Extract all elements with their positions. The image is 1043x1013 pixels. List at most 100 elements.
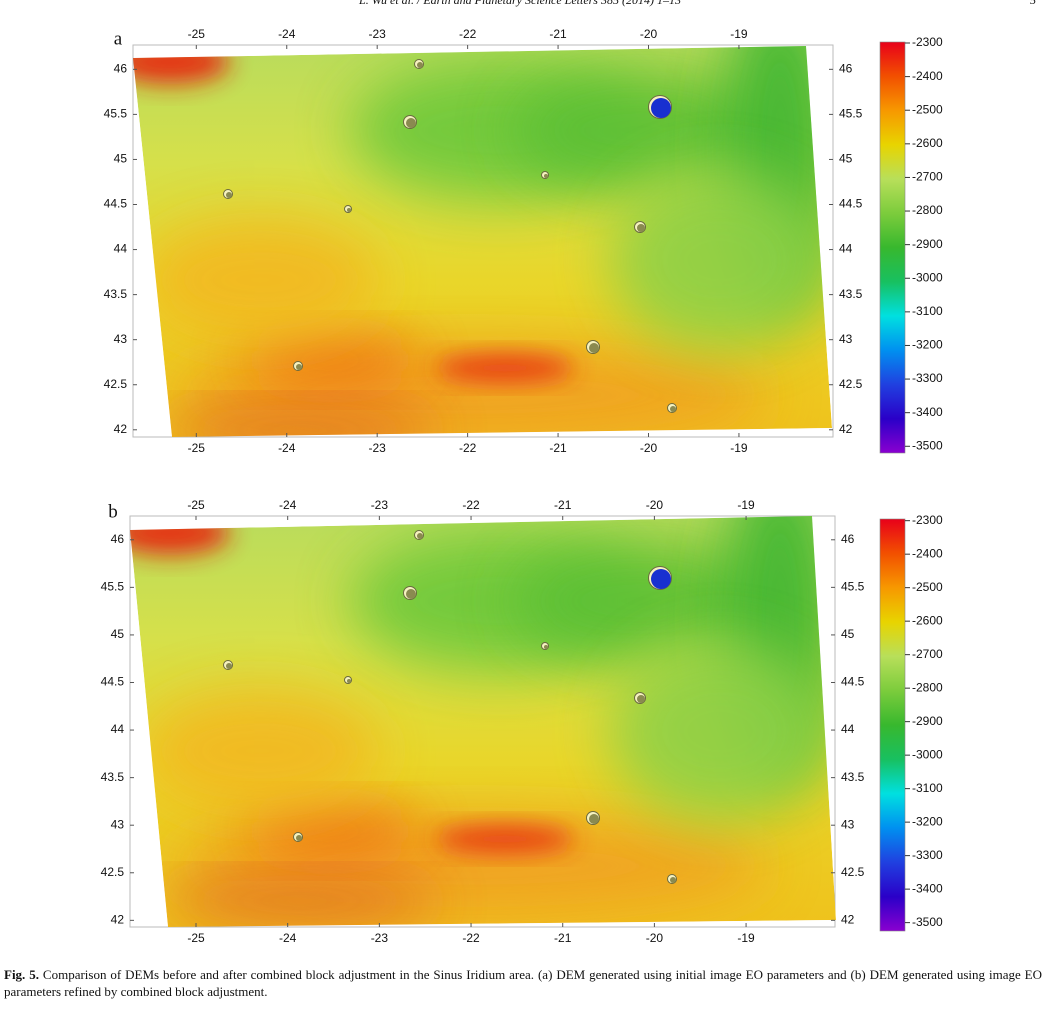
terrain-shade	[240, 335, 420, 385]
crater-floor	[296, 835, 302, 841]
colorbar-tick-label: -2800	[912, 203, 943, 217]
colorbar-tick-label: -2800	[912, 680, 943, 694]
y-tick-label: 42	[841, 913, 855, 927]
panel-label: b	[108, 501, 118, 522]
crater-floor	[670, 406, 676, 412]
terrain-shade	[133, 46, 230, 84]
crater-floor	[347, 208, 351, 212]
colorbar-tick-label: -2600	[912, 613, 943, 627]
colorbar-tick-label: -2400	[912, 69, 943, 83]
colorbar-tick-label: -3300	[912, 848, 943, 862]
y-tick-label: 45	[111, 627, 125, 641]
x-tick-label: -23	[369, 27, 387, 41]
x-tick-label: -21	[549, 27, 567, 41]
y-tick-label: 45	[114, 152, 128, 166]
y-tick-label: 44.5	[101, 675, 125, 689]
crater-floor	[544, 174, 548, 178]
y-tick-label: 43.5	[839, 287, 863, 301]
y-tick-label: 45	[841, 627, 855, 641]
colorbar	[879, 518, 906, 932]
y-tick-label: 45.5	[101, 580, 125, 594]
colorbar-tick-label: -2500	[912, 102, 943, 116]
terrain-shade	[160, 410, 440, 437]
plot-frame	[132, 44, 834, 438]
crater-floor	[637, 224, 645, 232]
colorbar-tick-label: -2900	[912, 714, 943, 728]
x-tick-label: -24	[279, 498, 297, 512]
y-tick-label: 44	[839, 242, 853, 256]
x-tick-label: -20	[646, 931, 664, 945]
colorbar	[879, 41, 906, 454]
y-tick-label: 42	[111, 913, 125, 927]
y-tick-label: 45	[839, 152, 853, 166]
y-tick-label: 46	[114, 62, 128, 76]
colorbar-tick-label: -3000	[912, 747, 943, 761]
plot-frame	[129, 515, 836, 928]
crater-floor	[226, 192, 232, 198]
crater-floor	[226, 663, 232, 669]
colorbar-tick-label: -3400	[912, 881, 943, 895]
y-tick-label: 43.5	[104, 287, 128, 301]
y-tick-label: 44.5	[841, 675, 865, 689]
x-tick-label: -22	[462, 931, 480, 945]
terrain-shade	[610, 641, 830, 821]
x-tick-label: -23	[369, 441, 387, 455]
y-tick-label: 43	[839, 332, 853, 346]
crater-floor	[651, 98, 671, 118]
crater-floor	[417, 533, 423, 539]
x-tick-label: -19	[730, 27, 748, 41]
x-tick-label: -20	[646, 498, 664, 512]
crater-floor	[406, 118, 416, 128]
y-tick-label: 42	[114, 422, 128, 436]
x-tick-label: -20	[640, 27, 658, 41]
figure-caption: Fig. 5. Comparison of DEMs before and af…	[4, 966, 1042, 1000]
x-tick-label: -21	[554, 931, 572, 945]
colorbar-tick-label: -3500	[912, 438, 943, 452]
x-tick-label: -19	[730, 441, 748, 455]
running-head: L. Wu et al. / Earth and Planetary Scien…	[358, 0, 681, 7]
x-tick-label: -21	[554, 498, 572, 512]
y-tick-label: 43.5	[841, 770, 865, 784]
crater-floor	[296, 364, 302, 370]
y-tick-label: 45.5	[104, 107, 128, 121]
colorbar-tick-label: -2900	[912, 237, 943, 251]
y-tick-label: 44.5	[839, 197, 863, 211]
x-tick-label: -22	[459, 441, 477, 455]
crater-floor	[651, 569, 671, 589]
x-tick-label: -24	[279, 931, 297, 945]
terrain-shade	[510, 541, 770, 661]
colorbar-tick-label: -2700	[912, 647, 943, 661]
crater-floor	[637, 695, 645, 703]
x-tick-label: -19	[737, 931, 755, 945]
dem-map	[133, 46, 832, 437]
y-tick-label: 44.5	[104, 197, 128, 211]
colorbar-tick-label: -2300	[912, 35, 943, 49]
x-tick-label: -19	[737, 498, 755, 512]
dem-map	[130, 516, 836, 927]
terrain-shade	[435, 825, 575, 853]
terrain-shade	[510, 70, 770, 190]
caption-text: Comparison of DEMs before and after comb…	[4, 967, 1042, 999]
x-tick-label: -23	[371, 931, 389, 945]
y-tick-label: 42.5	[841, 865, 865, 879]
x-tick-label: -25	[188, 441, 206, 455]
x-tick-label: -25	[187, 498, 205, 512]
y-tick-label: 42.5	[101, 865, 125, 879]
caption-label: Fig. 5.	[4, 967, 39, 982]
colorbar-tick-label: -3200	[912, 814, 943, 828]
colorbar-tick-label: -3400	[912, 405, 943, 419]
y-tick-label: 43	[114, 332, 128, 346]
x-tick-label: -22	[462, 498, 480, 512]
terrain-shade	[140, 691, 380, 811]
crater-floor	[670, 877, 676, 883]
y-tick-label: 46	[111, 532, 125, 546]
terrain-shade	[160, 881, 440, 921]
y-tick-label: 46	[839, 62, 853, 76]
y-tick-label: 44	[841, 722, 855, 736]
crater-floor	[544, 645, 548, 649]
y-tick-label: 43	[841, 817, 855, 831]
crater-floor	[589, 343, 599, 353]
colorbar-tick-label: -2500	[912, 580, 943, 594]
colorbar-tick-label: -2600	[912, 136, 943, 150]
